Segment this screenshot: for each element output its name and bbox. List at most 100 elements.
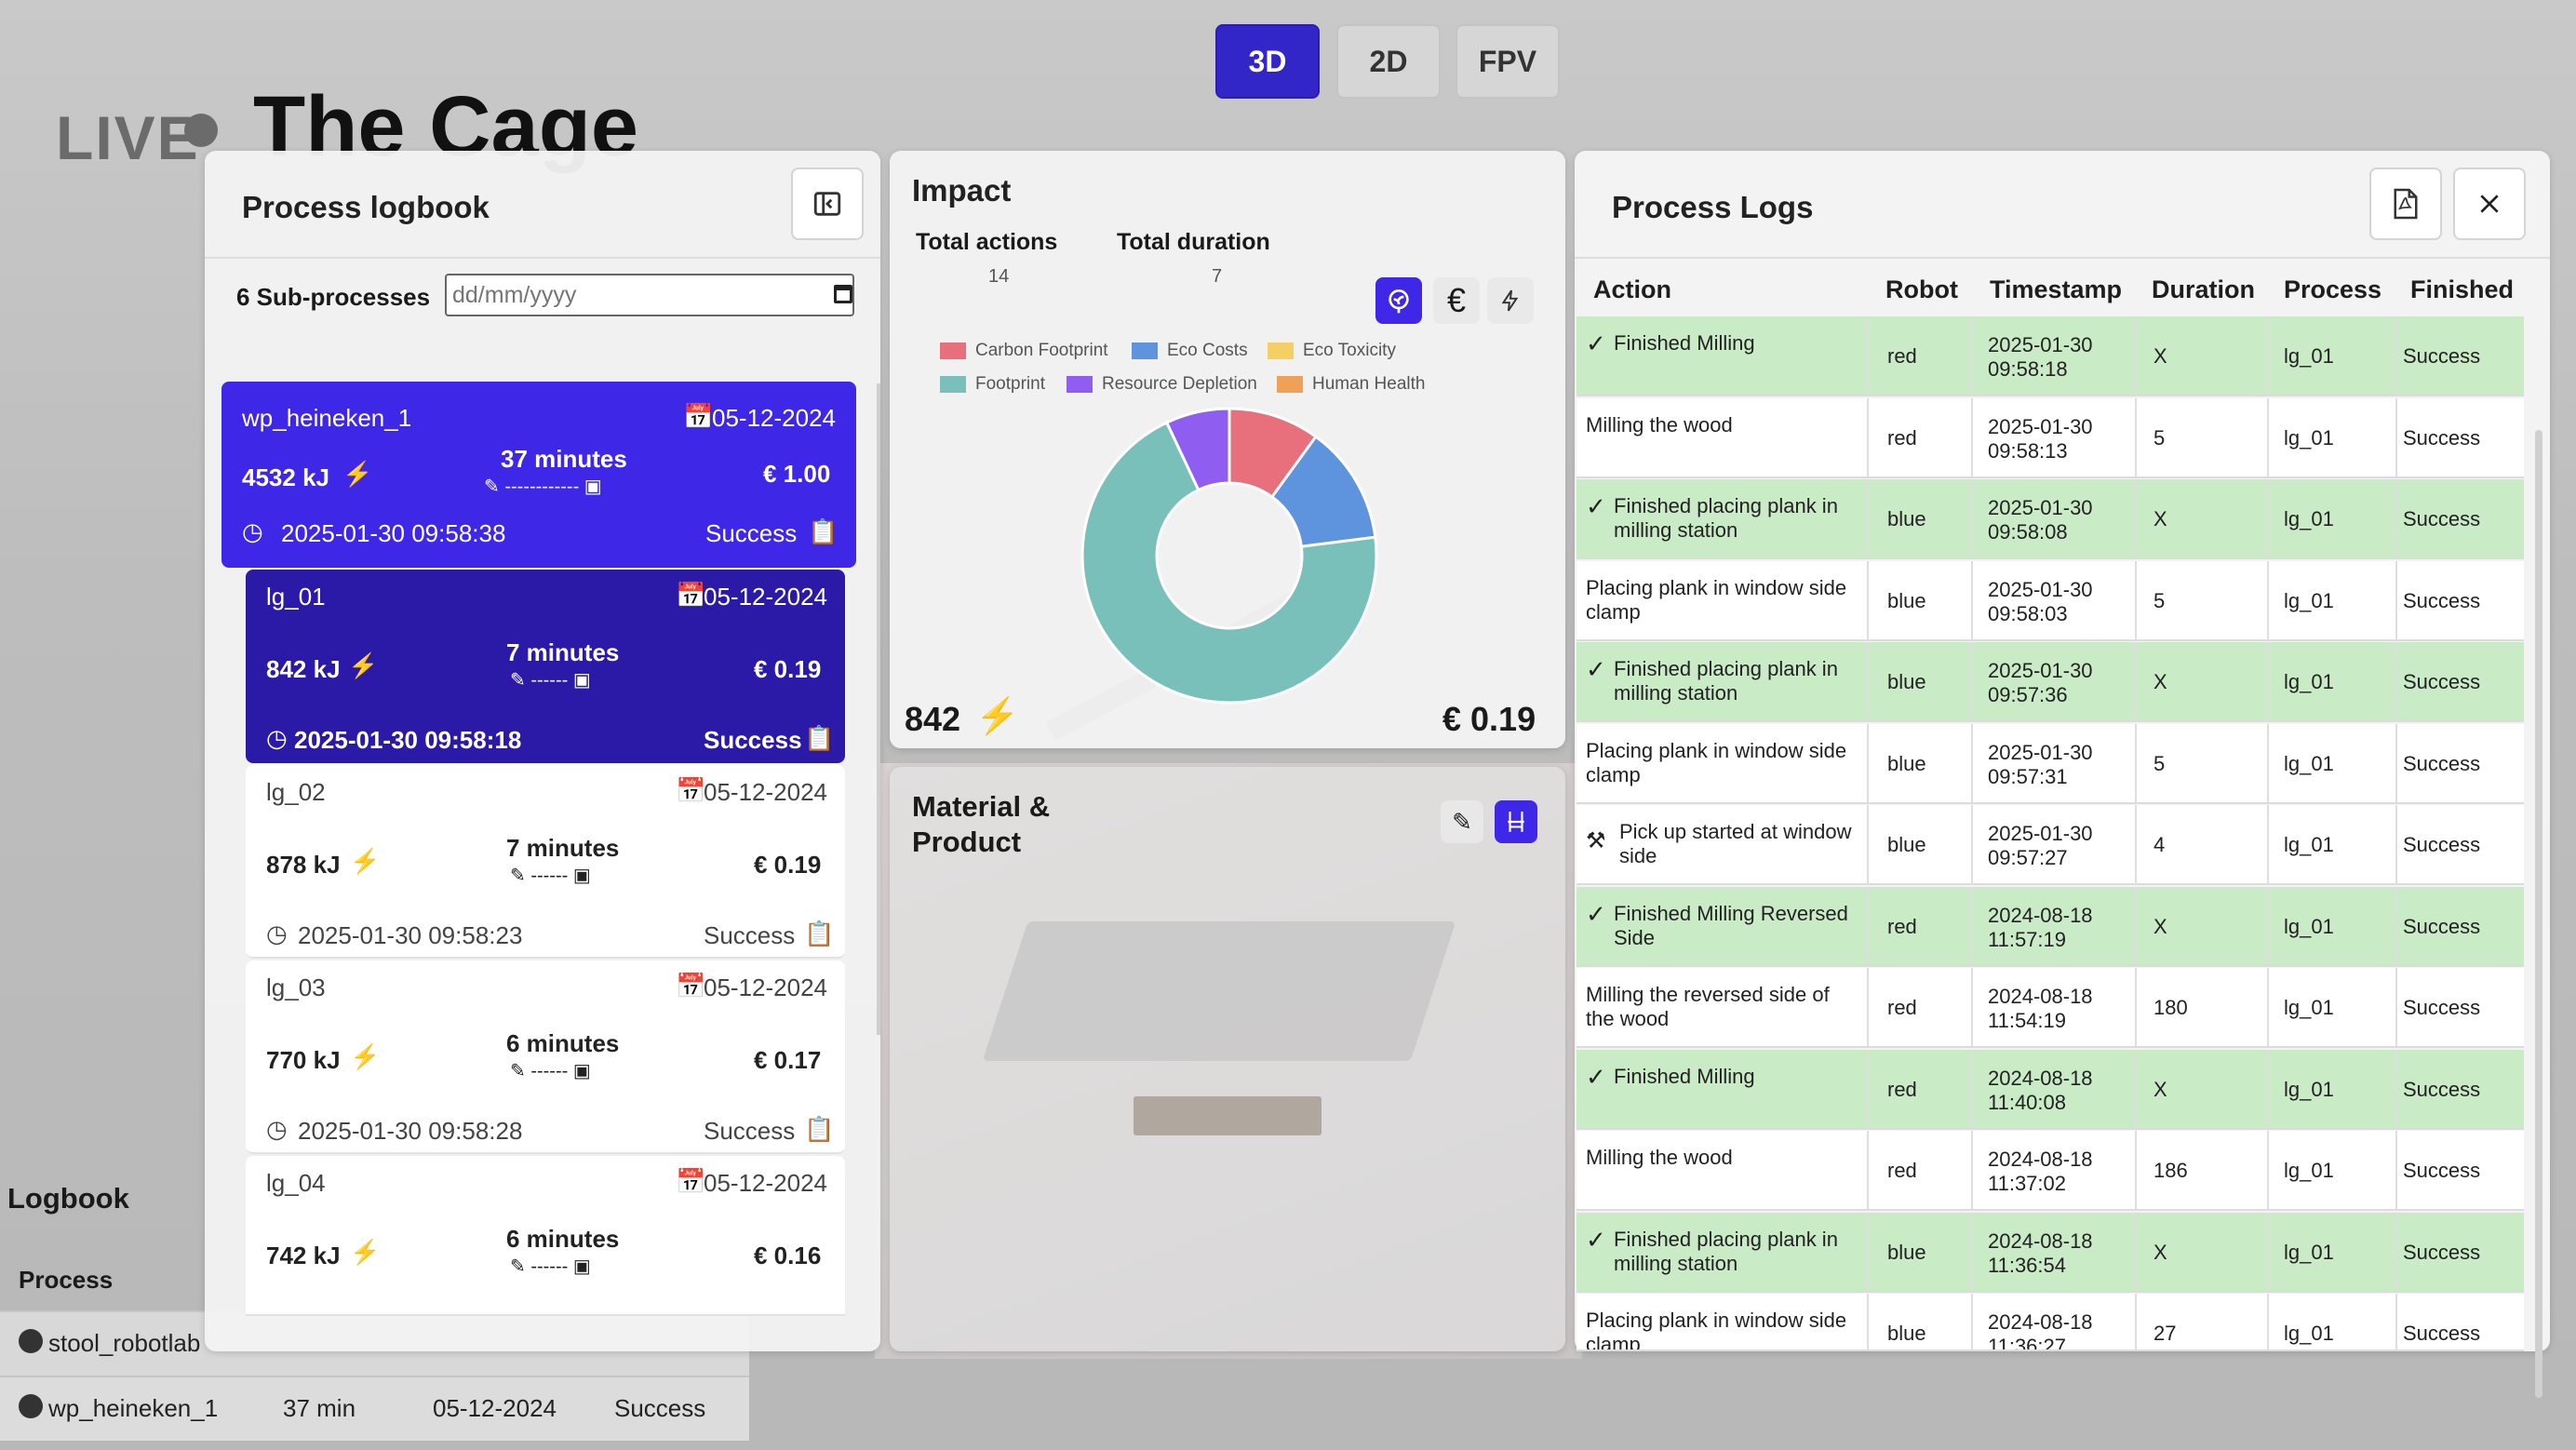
logbook-card-lg_01[interactable]: lg_01 📅 05-12-2024 842 kJ ⚡ 7 minutes ✎ … xyxy=(246,570,845,763)
column-divider xyxy=(2395,479,2397,557)
legend-label: Eco Costs xyxy=(1167,341,1248,360)
table-row[interactable]: Milling the wood red 2025-01-30 09:58:13 5 lg… xyxy=(1576,397,2524,478)
donut-slice-footprint[interactable] xyxy=(1080,421,1378,705)
log-duration: X xyxy=(2153,507,2167,530)
column-divider xyxy=(2395,642,2397,720)
euro-filter-button[interactable]: € xyxy=(1433,277,1480,324)
column-divider xyxy=(2395,1049,2397,1128)
log-process: lg_01 xyxy=(2284,751,2334,775)
logbook-card-lg_02[interactable]: lg_02 📅 05-12-2024 878 kJ ⚡ 7 minutes ✎ … xyxy=(246,765,845,959)
card-status: Success xyxy=(704,921,796,949)
impact-title: Impact xyxy=(912,173,1012,208)
log-timestamp-date: 2025-01-30 xyxy=(1988,577,2093,601)
sidebar-toggle-icon xyxy=(813,192,841,216)
impact-donut-chart[interactable] xyxy=(1076,402,1383,709)
log-finished: Success xyxy=(2403,833,2481,856)
col-header-duration[interactable]: Duration xyxy=(2152,275,2255,303)
card-timestamp: 2025-01-30 09:58:38 xyxy=(281,519,506,547)
table-row[interactable]: Placing plank in window side clamp blue 20… xyxy=(1576,723,2524,804)
legend-item[interactable]: Footprint xyxy=(940,374,1045,395)
column-divider xyxy=(1971,723,1973,802)
table-row[interactable]: Placing plank in window side clamp blue 20… xyxy=(1576,560,2524,641)
date-filter-input[interactable] xyxy=(445,274,854,316)
table-row[interactable]: ✓ Finished placing plank in milling stati… xyxy=(1576,642,2524,722)
column-divider xyxy=(2395,1131,2397,1209)
eco-filter-button[interactable] xyxy=(1375,277,1422,324)
log-finished: Success xyxy=(2403,507,2481,530)
log-process: lg_01 xyxy=(2284,914,2334,938)
table-row[interactable]: ✓ Finished Milling Reversed Side red 2024-0… xyxy=(1576,886,2524,967)
log-process: lg_01 xyxy=(2284,670,2334,693)
material-filter-button[interactable]: ✎ xyxy=(1441,800,1483,843)
view-3d-button[interactable]: 3D xyxy=(1215,24,1320,99)
col-header-timestamp[interactable]: Timestamp xyxy=(1990,275,2123,303)
log-finished: Success xyxy=(2403,344,2481,368)
legend-item[interactable]: Carbon Footprint xyxy=(940,341,1108,361)
calendar-icon: 📅 xyxy=(676,776,706,804)
logbook-card-lg_03[interactable]: lg_03 📅 05-12-2024 770 kJ ⚡ 6 minutes ✎ … xyxy=(246,960,845,1154)
column-divider xyxy=(1867,886,1869,965)
collapse-panel-button[interactable] xyxy=(791,168,864,240)
card-name: lg_03 xyxy=(266,973,326,1001)
divider xyxy=(1575,257,2550,259)
table-row[interactable]: ✓ Finished placing plank in milling stati… xyxy=(1576,479,2524,559)
log-finished: Success xyxy=(2403,751,2481,775)
legend-swatch xyxy=(1268,342,1294,359)
log-robot: red xyxy=(1887,1077,1917,1101)
column-divider xyxy=(2135,1131,2137,1209)
legend-swatch xyxy=(1132,342,1158,359)
view-2d-button[interactable]: 2D xyxy=(1336,24,1441,99)
log-duration: 5 xyxy=(2153,425,2166,450)
logbook-card-lg_04[interactable]: lg_04 📅 05-12-2024 742 kJ ⚡ 6 minutes ✎ … xyxy=(246,1156,845,1316)
logbook-card-wp_heineken_1[interactable]: wp_heineken_1 📅 05-12-2024 4532 kJ ⚡ 37 … xyxy=(221,382,856,568)
scrollbar[interactable] xyxy=(2535,430,2542,1398)
scrollbar[interactable] xyxy=(877,383,880,1035)
table-row[interactable]: Milling the reversed side of the wood red… xyxy=(1576,968,2524,1048)
legend-item[interactable]: Resource Depletion xyxy=(1067,374,1257,395)
product-filter-button[interactable] xyxy=(1495,800,1537,843)
legend-swatch xyxy=(1277,376,1303,393)
view-fpv-button[interactable]: FPV xyxy=(1456,24,1560,99)
column-divider xyxy=(2135,1212,2137,1291)
table-row[interactable]: ✓ Finished placing plank in milling stati… xyxy=(1576,1212,2524,1293)
column-divider xyxy=(2135,479,2137,557)
column-divider xyxy=(2135,886,2137,965)
log-timestamp-time: 09:58:03 xyxy=(1988,601,2068,625)
card-cost: € 1.00 xyxy=(763,460,831,488)
legend-item[interactable]: Eco Costs xyxy=(1132,341,1248,361)
column-divider xyxy=(1867,479,1869,557)
lightning-icon: ⚡ xyxy=(975,697,1020,736)
legend-item[interactable]: Eco Toxicity xyxy=(1268,341,1396,361)
card-cost: € 0.19 xyxy=(754,655,822,683)
export-pdf-button[interactable] xyxy=(2369,168,2442,240)
col-header-robot[interactable]: Robot xyxy=(1885,275,1958,303)
donut-slice-resource-depletion[interactable] xyxy=(1164,407,1231,492)
log-action: Finished placing plank in milling statio… xyxy=(1614,1227,1838,1275)
column-divider xyxy=(2135,1294,2137,1349)
column-divider xyxy=(2267,316,2269,395)
euro-icon: € xyxy=(1446,281,1467,319)
table-row[interactable]: ⚒ Pick up started at window side blue 2025-… xyxy=(1576,805,2524,885)
column-divider xyxy=(1971,397,1973,477)
table-row[interactable] xyxy=(0,1376,749,1441)
table-row[interactable]: Milling the wood red 2024-08-18 11:37:02 186… xyxy=(1576,1131,2524,1211)
calendar-icon[interactable] xyxy=(834,285,852,303)
lightning-icon: ⚡ xyxy=(350,1042,381,1070)
log-finished: Success xyxy=(2403,1322,2481,1345)
close-button[interactable] xyxy=(2453,168,2526,240)
col-header-process[interactable]: Process xyxy=(2284,275,2382,303)
log-duration: 5 xyxy=(2153,588,2166,612)
legend-item[interactable]: Human Health xyxy=(1277,374,1425,395)
log-action: Milling the reversed side of the wood xyxy=(1586,983,1830,1030)
table-row[interactable]: Placing plank in window side clamp blue 20… xyxy=(1576,1294,2524,1351)
col-header-action[interactable]: Action xyxy=(1593,275,1671,303)
legend-swatch xyxy=(940,342,966,359)
log-action: Finished Milling Reversed Side xyxy=(1614,901,1848,949)
col-header-finished[interactable]: Finished xyxy=(2410,275,2515,303)
log-action: Finished placing plank in milling statio… xyxy=(1614,494,1838,542)
check-icon: ✓ xyxy=(1586,1225,1606,1254)
log-timestamp-date: 2025-01-30 xyxy=(1988,333,2093,356)
energy-filter-button[interactable] xyxy=(1487,277,1534,324)
